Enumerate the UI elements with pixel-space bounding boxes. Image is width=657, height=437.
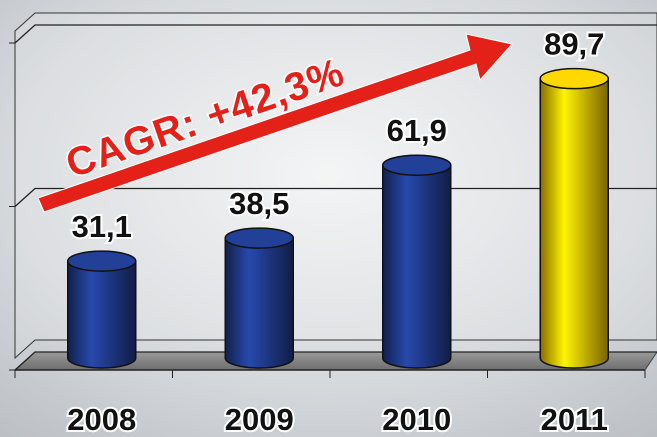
bar-top bbox=[67, 250, 137, 272]
x-tick-label: 2009 bbox=[225, 402, 294, 437]
value-label: 38,5 bbox=[229, 186, 289, 221]
bar-top bbox=[224, 227, 294, 249]
value-label: 31,1 bbox=[72, 209, 132, 244]
bar bbox=[539, 77, 609, 369]
arrow bbox=[37, 33, 513, 213]
bar bbox=[382, 164, 452, 369]
x-tick-label: 2010 bbox=[382, 402, 451, 437]
value-label: 89,7 bbox=[544, 27, 604, 62]
bar bbox=[67, 260, 137, 369]
bar bbox=[224, 237, 294, 369]
x-tick-label: 2011 bbox=[541, 402, 608, 437]
bar-top bbox=[539, 67, 609, 90]
grid-line bbox=[14, 24, 657, 44]
x-tick-label: 2008 bbox=[67, 402, 136, 437]
bar-top bbox=[382, 154, 452, 176]
back-wall bbox=[14, 12, 657, 360]
value-label: 61,9 bbox=[387, 113, 447, 148]
